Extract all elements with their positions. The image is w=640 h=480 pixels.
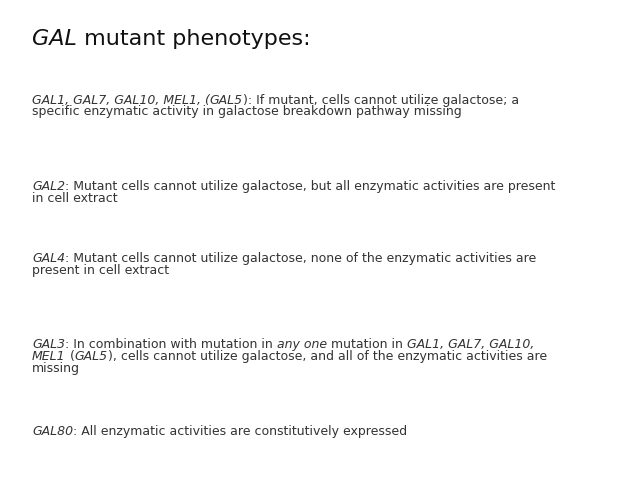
Text: GAL: GAL <box>32 29 77 49</box>
Text: mutant phenotypes:: mutant phenotypes: <box>77 29 310 49</box>
Text: : Mutant cells cannot utilize galactose, but all enzymatic activities are presen: : Mutant cells cannot utilize galactose,… <box>65 180 556 193</box>
Text: (: ( <box>66 350 74 363</box>
Text: missing: missing <box>32 362 80 375</box>
Text: ): If mutant, cells cannot utilize galactose; a: ): If mutant, cells cannot utilize galac… <box>243 94 519 107</box>
Text: : In combination with mutation in: : In combination with mutation in <box>65 338 277 351</box>
Text: mutation in: mutation in <box>327 338 407 351</box>
Text: in cell extract: in cell extract <box>32 192 118 204</box>
Text: GAL80: GAL80 <box>32 425 73 438</box>
Text: any one: any one <box>277 338 327 351</box>
Text: : Mutant cells cannot utilize galactose, none of the enzymatic activities are: : Mutant cells cannot utilize galactose,… <box>65 252 536 265</box>
Text: GAL5: GAL5 <box>210 94 243 107</box>
Text: GAL1, GAL7, GAL10,: GAL1, GAL7, GAL10, <box>407 338 534 351</box>
Text: GAL3: GAL3 <box>32 338 65 351</box>
Text: specific enzymatic activity in galactose breakdown pathway missing: specific enzymatic activity in galactose… <box>32 105 461 118</box>
Text: : All enzymatic activities are constitutively expressed: : All enzymatic activities are constitut… <box>73 425 407 438</box>
Text: MEL1: MEL1 <box>32 350 66 363</box>
Text: present in cell extract: present in cell extract <box>32 264 169 276</box>
Text: ), cells cannot utilize galactose, and all of the enzymatic activities are: ), cells cannot utilize galactose, and a… <box>108 350 547 363</box>
Text: GAL2: GAL2 <box>32 180 65 193</box>
Text: GAL4: GAL4 <box>32 252 65 265</box>
Text: GAL1, GAL7, GAL10, MEL1, (: GAL1, GAL7, GAL10, MEL1, ( <box>32 94 210 107</box>
Text: GAL5: GAL5 <box>74 350 108 363</box>
